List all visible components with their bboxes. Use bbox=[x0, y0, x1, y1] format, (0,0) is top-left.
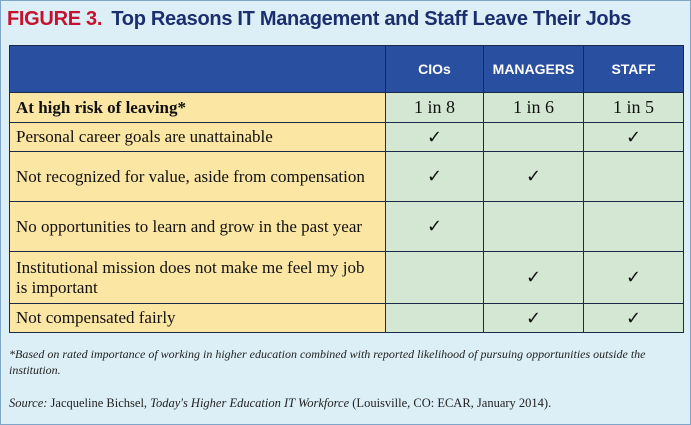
check-managers: ✓ bbox=[483, 303, 584, 333]
check-cios: ✓ bbox=[385, 151, 484, 202]
check-cios bbox=[385, 251, 484, 304]
reason-label: Institutional mission does not make me f… bbox=[9, 251, 386, 304]
reason-label: No opportunities to learn and grow in th… bbox=[9, 201, 386, 252]
table-row: Not recognized for value, aside from com… bbox=[9, 151, 684, 202]
table-row: No opportunities to learn and grow in th… bbox=[9, 201, 684, 252]
check-staff: ✓ bbox=[583, 303, 684, 333]
table-header-row: CIOs MANAGERS STAFF bbox=[9, 45, 684, 93]
column-header-staff: STAFF bbox=[583, 45, 684, 93]
column-header-managers: MANAGERS bbox=[483, 45, 584, 93]
risk-value-staff: 1 in 5 bbox=[583, 92, 684, 123]
check-managers bbox=[483, 201, 584, 252]
check-managers bbox=[483, 122, 584, 152]
column-header-cios: CIOs bbox=[385, 45, 484, 93]
check-managers: ✓ bbox=[483, 151, 584, 202]
check-managers: ✓ bbox=[483, 251, 584, 304]
table-row: Not compensated fairly ✓ ✓ bbox=[9, 303, 684, 333]
reason-label: Not recognized for value, aside from com… bbox=[9, 151, 386, 202]
risk-row: At high risk of leaving* 1 in 8 1 in 6 1… bbox=[9, 92, 684, 123]
figure-title-text: Top Reasons IT Management and Staff Leav… bbox=[111, 8, 632, 30]
reasons-table: CIOs MANAGERS STAFF At high risk of leav… bbox=[9, 45, 684, 333]
check-staff bbox=[583, 151, 684, 202]
figure-title: FIGURE 3. Top Reasons IT Management and … bbox=[7, 8, 631, 34]
risk-value-cios: 1 in 8 bbox=[385, 92, 484, 123]
check-cios: ✓ bbox=[385, 201, 484, 252]
risk-row-label: At high risk of leaving* bbox=[9, 92, 386, 123]
reason-label: Personal career goals are unattainable bbox=[9, 122, 386, 152]
source-author: Jacqueline Bichsel, bbox=[47, 396, 151, 410]
check-cios: ✓ bbox=[385, 122, 484, 152]
check-staff: ✓ bbox=[583, 122, 684, 152]
source-citation: Source: Jacqueline Bichsel, Today's High… bbox=[9, 395, 687, 411]
footnote: *Based on rated importance of working in… bbox=[9, 347, 646, 377]
risk-value-managers: 1 in 6 bbox=[483, 92, 584, 123]
check-staff bbox=[583, 201, 684, 252]
figure-label: FIGURE 3. bbox=[7, 8, 103, 30]
source-prefix: Source: bbox=[9, 396, 48, 410]
reason-label: Not compensated fairly bbox=[9, 303, 386, 333]
check-cios bbox=[385, 303, 484, 333]
table-row: Institutional mission does not make me f… bbox=[9, 251, 684, 304]
source-work-title: Today's Higher Education IT Workforce bbox=[150, 396, 350, 410]
header-blank-cell bbox=[9, 45, 386, 93]
table-row: Personal career goals are unattainable ✓… bbox=[9, 122, 684, 152]
source-publication: (Louisville, CO: ECAR, January 2014). bbox=[349, 396, 552, 410]
check-staff: ✓ bbox=[583, 251, 684, 304]
